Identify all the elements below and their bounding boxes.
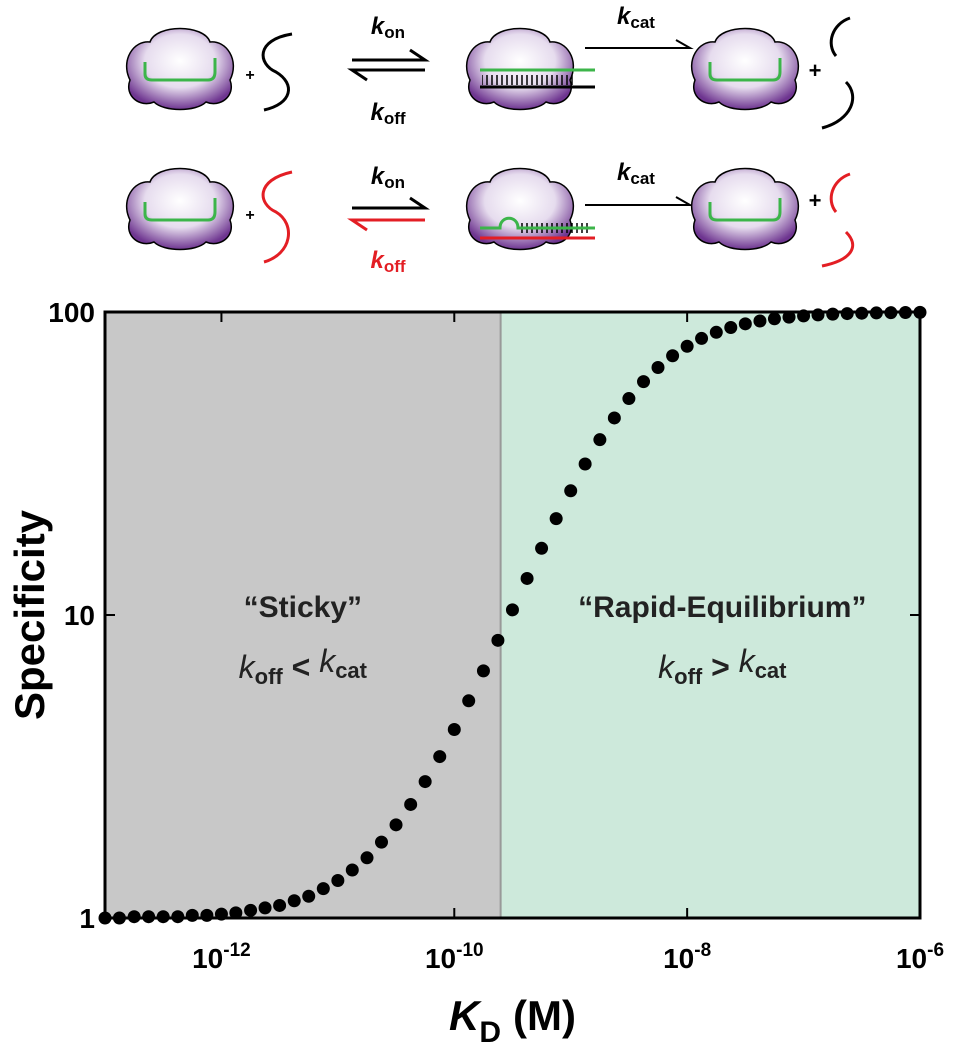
data-point [200, 908, 214, 922]
rate-label: kcat [617, 3, 655, 32]
data-point [447, 722, 461, 736]
data-point [637, 375, 651, 389]
data-point [127, 910, 141, 924]
data-point [724, 320, 738, 334]
plot: “Sticky”koff < kcat“Rapid-Equilibrium”ko… [6, 297, 944, 1049]
data-point [418, 775, 432, 789]
annotation-title: “Sticky” [244, 591, 362, 624]
x-label-subscript: D [479, 1016, 501, 1049]
data-point [622, 392, 636, 406]
formula-part: > [702, 649, 738, 685]
data-point [476, 664, 490, 678]
data-point [316, 882, 330, 896]
data-point [302, 889, 316, 903]
rate-label: koff [370, 247, 405, 276]
data-point [374, 835, 388, 849]
formula-part: off [674, 664, 703, 689]
region [105, 312, 501, 918]
rate-label: kon [371, 13, 405, 42]
x-tick-label: 10-8 [663, 940, 711, 974]
data-point [142, 910, 156, 924]
data-point [520, 571, 534, 585]
data-point [869, 306, 883, 320]
formula-part: k [739, 643, 757, 679]
data-point [345, 863, 359, 877]
formula-part: k [658, 649, 676, 685]
data-point [98, 911, 112, 925]
data-point [214, 907, 228, 921]
data-point [855, 306, 869, 320]
data-point [811, 308, 825, 322]
plus: + [245, 207, 254, 224]
data-point [505, 603, 519, 617]
x-label-unit: (M) [513, 992, 576, 1039]
y-axis-label: Specificity [6, 509, 53, 720]
formula-part: k [319, 643, 337, 679]
data-point [898, 306, 912, 320]
data-point [244, 903, 258, 917]
x-tick-label: 10-10 [425, 940, 484, 974]
annotation-formula: koff < kcat [239, 643, 368, 689]
plus: + [245, 67, 254, 84]
reaction-row: + kon koff kcat + [125, 159, 855, 276]
formula-part: k [239, 649, 257, 685]
data-point [273, 898, 287, 912]
data-point [782, 310, 796, 324]
data-point [826, 307, 840, 321]
reaction-row: + kon koff kcat + [125, 3, 855, 130]
rate-label: kon [371, 163, 405, 192]
data-point [607, 411, 621, 425]
formula-part: < [283, 649, 319, 685]
data-point [709, 325, 723, 339]
data-point [171, 910, 185, 924]
y-tick-label: 10 [64, 600, 95, 631]
data-point [433, 750, 447, 764]
data-point [331, 873, 345, 887]
data-point [753, 314, 767, 328]
x-axis-label: KD (M) [449, 992, 576, 1049]
data-point [112, 911, 126, 925]
data-point [680, 339, 694, 353]
data-point [389, 818, 403, 832]
data-point [156, 910, 170, 924]
data-point [360, 851, 374, 865]
plus: + [809, 188, 822, 213]
data-point [913, 305, 927, 319]
data-point [549, 512, 563, 526]
y-tick-label: 100 [48, 297, 95, 328]
data-point [535, 541, 549, 555]
data-point [185, 908, 199, 922]
data-point [258, 901, 272, 915]
y-tick-label: 1 [79, 903, 95, 934]
data-point [404, 797, 418, 811]
formula-part: cat [335, 658, 367, 683]
rate-label: kcat [617, 159, 655, 188]
data-point [695, 331, 709, 345]
formula-part: off [255, 664, 284, 689]
data-point [229, 906, 243, 920]
rate-label: koff [370, 99, 405, 128]
data-point [767, 312, 781, 326]
data-point [462, 694, 476, 708]
annotation-formula: koff > kcat [658, 643, 787, 689]
data-point [840, 307, 854, 321]
x-tick-label: 10-12 [192, 940, 251, 974]
plus: + [809, 58, 822, 83]
x-label-symbol: K [449, 992, 482, 1039]
data-point [491, 633, 505, 647]
data-point [738, 317, 752, 331]
data-point [666, 349, 680, 363]
data-point [797, 309, 811, 323]
data-point [564, 484, 578, 498]
annotation-title: “Rapid-Equilibrium” [578, 591, 866, 624]
region [500, 312, 920, 918]
data-point [287, 894, 301, 908]
data-point [651, 360, 665, 374]
x-tick-label: 10-6 [896, 940, 944, 974]
data-point [593, 433, 607, 447]
data-point [578, 457, 592, 471]
data-point [884, 306, 898, 320]
formula-part: cat [755, 658, 787, 683]
